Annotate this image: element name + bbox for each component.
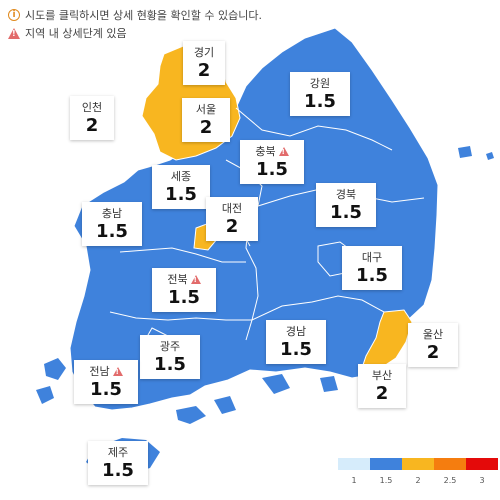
region-name: 제주 xyxy=(92,444,144,460)
region-level-value: 1.5 xyxy=(280,339,312,360)
region-level-value: 2 xyxy=(426,342,440,363)
legend-tick: 2 xyxy=(415,476,421,485)
legend-ticks: 1 1.5 2 2.5 3 xyxy=(338,476,498,485)
region-label-chungnam[interactable]: 충남 1.5 xyxy=(82,202,142,246)
region-name: 인천 xyxy=(74,99,110,115)
region-level-value: 1.5 xyxy=(102,460,134,481)
legend-tick: 1 xyxy=(351,476,357,485)
region-name: 충남 xyxy=(86,205,138,221)
info-icon: i xyxy=(8,9,20,21)
region-name: 대구 xyxy=(346,249,398,265)
legend: 1 1.5 2 2.5 3 xyxy=(338,458,498,485)
region-name: 경기 xyxy=(187,44,221,60)
info-text: 시도를 클릭하시면 상세 현황을 확인할 수 있습니다. xyxy=(25,9,262,22)
region-label-gangwon[interactable]: 강원 1.5 xyxy=(290,72,350,116)
region-level-value: 1.5 xyxy=(330,202,362,223)
region-level-value: 2 xyxy=(375,383,389,404)
region-label-jeonnam[interactable]: 전남1.5 xyxy=(74,360,138,404)
region-name: 전남 xyxy=(78,363,134,379)
legend-swatch-2-5 xyxy=(434,458,466,470)
warning-icon xyxy=(190,274,201,284)
region-level-value: 1.5 xyxy=(96,221,128,242)
region-label-ulsan[interactable]: 울산 2 xyxy=(408,323,458,367)
region-name: 충북 xyxy=(244,143,300,159)
region-name: 광주 xyxy=(144,338,196,354)
region-label-gyeongnam[interactable]: 경남 1.5 xyxy=(266,320,326,364)
legend-tick: 2.5 xyxy=(443,476,457,485)
region-name: 울산 xyxy=(412,326,454,342)
region-label-jeju[interactable]: 제주 1.5 xyxy=(88,441,148,485)
warning-icon xyxy=(112,366,123,376)
legend-swatch-3 xyxy=(466,458,498,470)
region-name-text: 세종 xyxy=(170,170,192,183)
region-name-text: 대구 xyxy=(361,251,383,264)
region-level-value: 2 xyxy=(85,115,99,136)
region-name-text: 전남 xyxy=(89,365,110,378)
region-name: 강원 xyxy=(294,75,346,91)
region-label-seoul[interactable]: 서울 2 xyxy=(182,98,230,142)
region-label-daegu[interactable]: 대구 1.5 xyxy=(342,246,402,290)
region-name: 경남 xyxy=(270,323,322,339)
region-name: 경북 xyxy=(320,186,372,202)
region-label-sejong[interactable]: 세종 1.5 xyxy=(152,165,210,209)
region-label-gyeongbuk[interactable]: 경북 1.5 xyxy=(316,183,376,227)
region-name: 부산 xyxy=(362,367,402,383)
region-name-text: 경기 xyxy=(193,46,215,59)
region-name: 대전 xyxy=(210,200,254,216)
region-name-text: 광주 xyxy=(159,340,181,353)
region-level-value: 1.5 xyxy=(90,379,122,400)
region-name-text: 부산 xyxy=(371,369,393,382)
region-name-text: 충남 xyxy=(101,207,123,220)
region-name-text: 울산 xyxy=(422,328,444,341)
region-name-text: 전북 xyxy=(167,273,188,286)
region-name-text: 강원 xyxy=(309,77,331,90)
legend-swatch-1-5 xyxy=(370,458,402,470)
region-level-value: 1.5 xyxy=(304,91,336,112)
legend-tick: 3 xyxy=(479,476,485,485)
legend-swatch-2 xyxy=(402,458,434,470)
warning-text: 지역 내 상세단계 있음 xyxy=(25,27,127,40)
region-level-value: 1.5 xyxy=(154,354,186,375)
region-level-value: 1.5 xyxy=(165,184,197,205)
region-name-text: 충북 xyxy=(255,145,276,158)
region-name: 서울 xyxy=(186,101,226,117)
notice-area: i 시도를 클릭하시면 상세 현황을 확인할 수 있습니다. 지역 내 상세단계… xyxy=(8,6,262,42)
region-name-text: 경북 xyxy=(335,188,357,201)
region-label-jeonbuk[interactable]: 전북1.5 xyxy=(152,268,216,312)
region-name-text: 서울 xyxy=(195,103,217,116)
region-level-value: 2 xyxy=(197,60,211,81)
region-name: 전북 xyxy=(156,271,212,287)
region-label-busan[interactable]: 부산 2 xyxy=(358,364,406,408)
warning-icon xyxy=(8,27,20,39)
legend-tick: 1.5 xyxy=(379,476,393,485)
region-name: 세종 xyxy=(156,168,206,184)
region-level-value: 1.5 xyxy=(168,287,200,308)
legend-swatch-1 xyxy=(338,458,370,470)
region-name-text: 인천 xyxy=(81,101,103,114)
warning-note: 지역 내 상세단계 있음 xyxy=(8,24,262,42)
region-label-gyeonggi[interactable]: 경기 2 xyxy=(183,41,225,85)
region-label-gwangju[interactable]: 광주 1.5 xyxy=(140,335,200,379)
southern-islands xyxy=(36,146,494,424)
region-label-incheon[interactable]: 인천 2 xyxy=(70,96,114,140)
warning-icon xyxy=(278,146,289,156)
region-name-text: 대전 xyxy=(221,202,243,215)
region-label-daejeon[interactable]: 대전 2 xyxy=(206,197,258,241)
region-name-text: 제주 xyxy=(107,446,129,459)
region-level-value: 2 xyxy=(199,117,213,138)
legend-swatches xyxy=(338,458,498,470)
region-level-value: 2 xyxy=(225,216,239,237)
region-label-chungbuk[interactable]: 충북1.5 xyxy=(240,140,304,184)
region-name-text: 경남 xyxy=(285,325,307,338)
region-level-value: 1.5 xyxy=(256,159,288,180)
region-level-value: 1.5 xyxy=(356,265,388,286)
info-note: i 시도를 클릭하시면 상세 현황을 확인할 수 있습니다. xyxy=(8,6,262,24)
